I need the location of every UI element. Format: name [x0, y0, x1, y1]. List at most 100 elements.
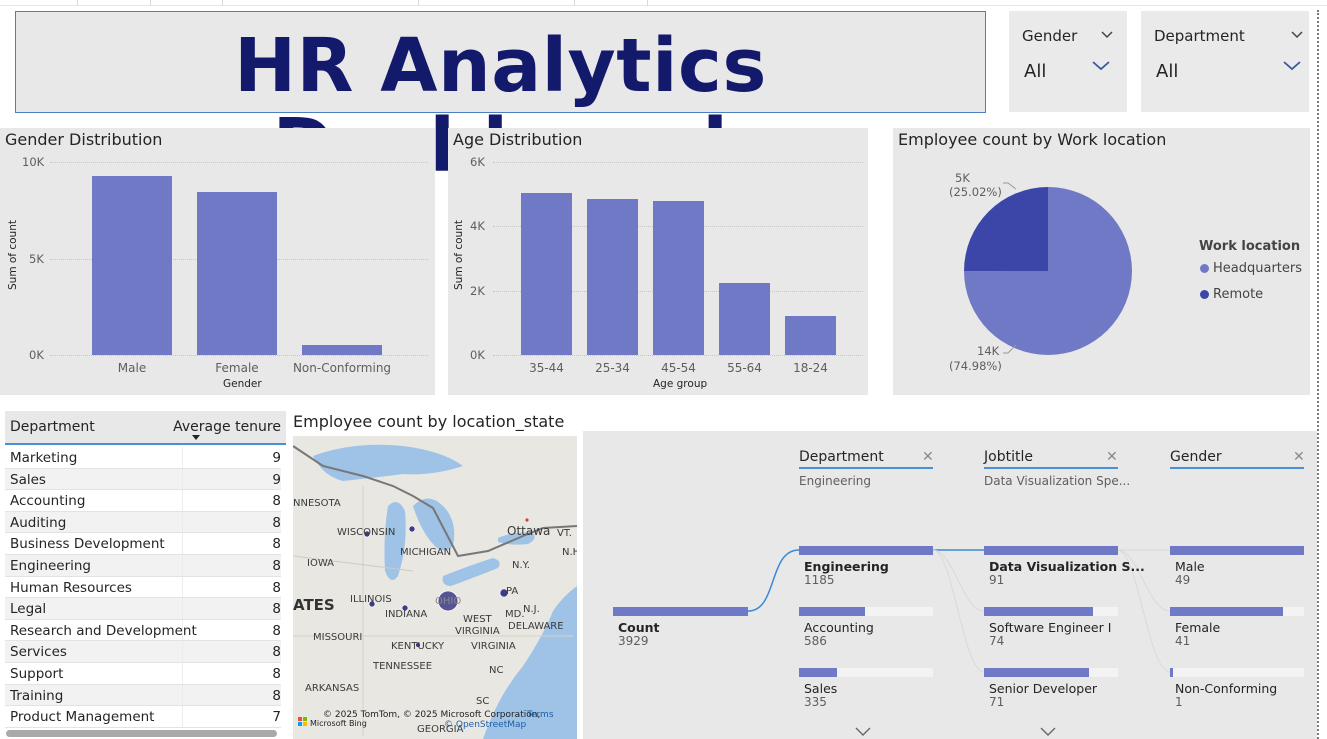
horizontal-scrollbar[interactable] [6, 730, 277, 737]
bar-age-35-44[interactable] [521, 192, 572, 355]
bar-non-conforming[interactable] [302, 345, 382, 355]
bar-female[interactable] [197, 191, 277, 355]
work-location-chart[interactable]: Employee count by Work location 5K (25.0… [893, 128, 1310, 395]
table-row[interactable]: Business Development 8 [5, 533, 281, 555]
pie-slice-headquarters[interactable] [964, 187, 1132, 355]
root-bar[interactable] [613, 607, 748, 616]
map-label: NC [489, 665, 504, 676]
pie-chart[interactable] [893, 128, 1310, 395]
location-state-map[interactable]: NNESOTA WISCONSIN MICHIGAN IOWA ILLINOIS… [293, 436, 577, 739]
chevron-down-icon[interactable] [1100, 28, 1114, 42]
bar-age-18-24[interactable] [785, 316, 836, 355]
department-slicer-title: Department [1154, 27, 1245, 45]
node-bar[interactable] [984, 668, 1089, 677]
cell-department: Sales [10, 471, 46, 488]
cell-average-tenure: 8 [272, 666, 281, 682]
table-row[interactable]: Services 8 [5, 641, 281, 663]
table-row[interactable]: Research and Development 8 [5, 619, 281, 642]
x-axis-title: Gender [223, 378, 262, 390]
close-icon[interactable]: ✕ [1106, 449, 1118, 465]
table-row[interactable]: Accounting 8 [5, 490, 281, 512]
column-header-department[interactable]: Department [10, 419, 95, 435]
map-label: N.Y. [512, 560, 530, 571]
node-bar[interactable] [1170, 668, 1173, 677]
y-tick: 0K [29, 348, 44, 362]
table-row[interactable]: Engineering 8 [5, 555, 281, 577]
sort-descending-icon[interactable] [192, 435, 200, 440]
column-header-average-tenure[interactable]: Average tenure [173, 419, 281, 435]
y-tick: 4K [470, 219, 485, 233]
table-row[interactable]: Legal 8 [5, 598, 281, 620]
cell-department: Engineering [10, 558, 91, 574]
dropdown-chevron-icon[interactable] [1282, 58, 1302, 74]
node-label: Engineering [804, 559, 889, 574]
map-terms-link[interactable]: Terms [527, 710, 554, 720]
pie-slice-remote[interactable] [964, 187, 1048, 272]
chevron-down-icon[interactable] [1040, 727, 1056, 737]
map-osm-link[interactable]: © OpenStreetMap [444, 720, 527, 730]
map-canvas[interactable] [293, 436, 577, 739]
x-tick: Female [215, 361, 259, 375]
slice-label-pct: (74.98%) [949, 359, 1002, 373]
node-bar[interactable] [799, 607, 865, 616]
department-slicer-value[interactable]: All [1156, 61, 1179, 82]
age-distribution-chart[interactable]: Age Distribution Sum of count 6K 4K 2K 0… [448, 128, 868, 395]
dropdown-chevron-icon[interactable] [1091, 58, 1111, 74]
table-row[interactable]: Auditing 8 [5, 511, 281, 534]
gender-distribution-chart[interactable]: Gender Distribution Sum of count 10K 5K … [0, 128, 435, 395]
cell-department: Business Development [10, 536, 165, 553]
node-bar[interactable] [1170, 546, 1304, 555]
map-label: N.H. [562, 547, 577, 558]
bing-logo-text: Microsoft Bing [310, 719, 367, 728]
cell-average-tenure: 8 [272, 514, 281, 531]
table-row[interactable]: Marketing 9 [5, 447, 281, 469]
bar-male[interactable] [92, 175, 172, 355]
map-label: NNESOTA [293, 498, 341, 509]
node-bar[interactable] [799, 546, 933, 555]
map-label: IOWA [307, 558, 335, 569]
map-label: PA [506, 586, 519, 597]
department-tenure-table[interactable]: Department Average tenure Marketing 9 Sale… [0, 411, 287, 739]
map-label: KENTUCKY [391, 641, 445, 652]
map-label: GEORGIA [417, 724, 464, 735]
close-icon[interactable]: ✕ [1293, 449, 1305, 465]
node-bar[interactable] [1170, 607, 1283, 616]
cell-department: Product Management [10, 709, 155, 726]
map-label: ATES [293, 596, 335, 614]
department-slicer[interactable]: Department All [1141, 11, 1309, 112]
map-label: ILLINOIS [350, 594, 392, 605]
legend-item[interactable]: Remote [1213, 287, 1264, 302]
x-tick: Male [117, 361, 147, 375]
node-bar[interactable] [984, 607, 1093, 616]
chevron-down-icon[interactable] [855, 727, 871, 737]
table-row[interactable]: Support 8 [5, 663, 281, 685]
table-row[interactable]: Product Management 7 [5, 706, 281, 728]
node-label: Senior Developer [989, 681, 1098, 696]
cell-department: Research and Development [10, 622, 197, 639]
map-label: WISCONSIN [337, 527, 396, 538]
chevron-down-icon[interactable] [1290, 28, 1304, 42]
node-value: 74 [989, 634, 1005, 648]
map-label: SC [476, 696, 490, 707]
map-label: WEST [463, 614, 492, 625]
node-bar[interactable] [799, 668, 837, 677]
gender-slicer-value[interactable]: All [1024, 61, 1047, 82]
legend-item[interactable]: Headquarters [1213, 261, 1303, 276]
table-row[interactable]: Sales 9 [5, 468, 281, 491]
bar-age-25-34[interactable] [587, 198, 638, 355]
close-icon[interactable]: ✕ [922, 449, 934, 465]
column-header-jobtitle: Jobtitle [984, 449, 1033, 465]
cell-department: Human Resources [10, 579, 132, 596]
node-bar[interactable] [984, 546, 1118, 555]
cell-department: Support [10, 666, 64, 682]
decomposition-tree[interactable]: Count 3929 Department ✕ Engineering Jobt… [583, 431, 1317, 739]
node-value: 71 [989, 695, 1005, 709]
table-row[interactable]: Training 8 [5, 684, 281, 707]
bar-age-55-64[interactable] [719, 282, 770, 355]
gender-slicer[interactable]: Gender All [1009, 11, 1127, 112]
bar-age-45-54[interactable] [653, 200, 704, 355]
table-row[interactable]: Human Resources 8 [5, 576, 281, 599]
cell-average-tenure: 7 [272, 709, 281, 726]
chart-title: Employee count by Work location [898, 130, 1167, 149]
slice-label-pct: (25.02%) [949, 185, 1002, 199]
